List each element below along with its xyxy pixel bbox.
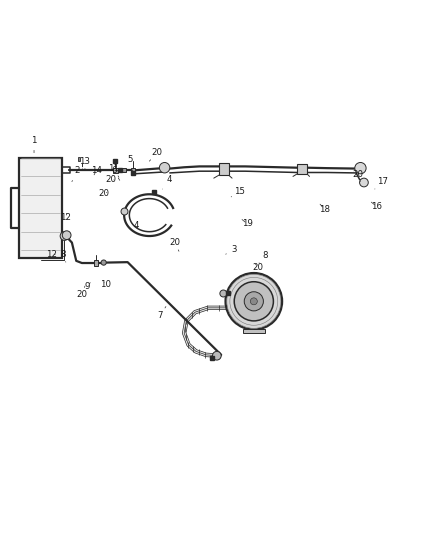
Text: 14: 14 [91, 166, 102, 175]
Text: 19: 19 [242, 220, 253, 228]
Text: 20: 20 [149, 148, 162, 161]
Circle shape [62, 231, 71, 239]
Text: 16: 16 [371, 202, 382, 211]
Text: 7: 7 [158, 306, 166, 320]
FancyBboxPatch shape [297, 164, 307, 174]
FancyBboxPatch shape [78, 157, 80, 161]
Text: 20: 20 [76, 286, 88, 300]
Text: 5: 5 [127, 156, 133, 172]
Circle shape [234, 282, 273, 321]
FancyBboxPatch shape [94, 260, 99, 266]
FancyBboxPatch shape [19, 158, 62, 258]
Circle shape [251, 298, 257, 305]
Text: 6: 6 [111, 166, 120, 180]
Circle shape [159, 163, 170, 173]
Text: 20: 20 [98, 189, 109, 198]
Text: 12: 12 [46, 250, 57, 259]
FancyBboxPatch shape [121, 168, 126, 173]
Text: 20: 20 [353, 169, 364, 182]
Text: 20: 20 [169, 238, 180, 251]
Circle shape [226, 273, 282, 329]
Text: 15: 15 [231, 187, 245, 197]
Text: 17: 17 [375, 177, 388, 189]
Text: 13: 13 [79, 157, 91, 170]
Text: 18: 18 [319, 204, 330, 214]
Circle shape [244, 292, 263, 311]
Text: 2: 2 [72, 166, 80, 182]
Text: 10: 10 [100, 280, 111, 289]
Text: 12: 12 [60, 213, 71, 222]
Circle shape [101, 260, 106, 265]
Text: 20: 20 [106, 175, 117, 184]
Circle shape [121, 208, 128, 215]
Text: 8: 8 [259, 251, 268, 263]
Text: 8: 8 [60, 250, 66, 262]
Text: 9: 9 [85, 281, 90, 290]
Circle shape [212, 351, 221, 360]
Text: 4: 4 [134, 221, 143, 235]
FancyBboxPatch shape [131, 168, 134, 173]
Circle shape [60, 232, 69, 240]
Text: 1: 1 [31, 136, 37, 153]
Text: 20: 20 [253, 263, 264, 272]
Circle shape [360, 178, 368, 187]
Text: 3: 3 [226, 245, 237, 254]
FancyBboxPatch shape [243, 329, 265, 333]
Circle shape [355, 163, 366, 174]
Circle shape [220, 290, 227, 297]
FancyBboxPatch shape [219, 163, 229, 175]
Text: 11: 11 [108, 164, 119, 177]
FancyBboxPatch shape [113, 168, 117, 173]
Text: 4: 4 [162, 175, 172, 189]
